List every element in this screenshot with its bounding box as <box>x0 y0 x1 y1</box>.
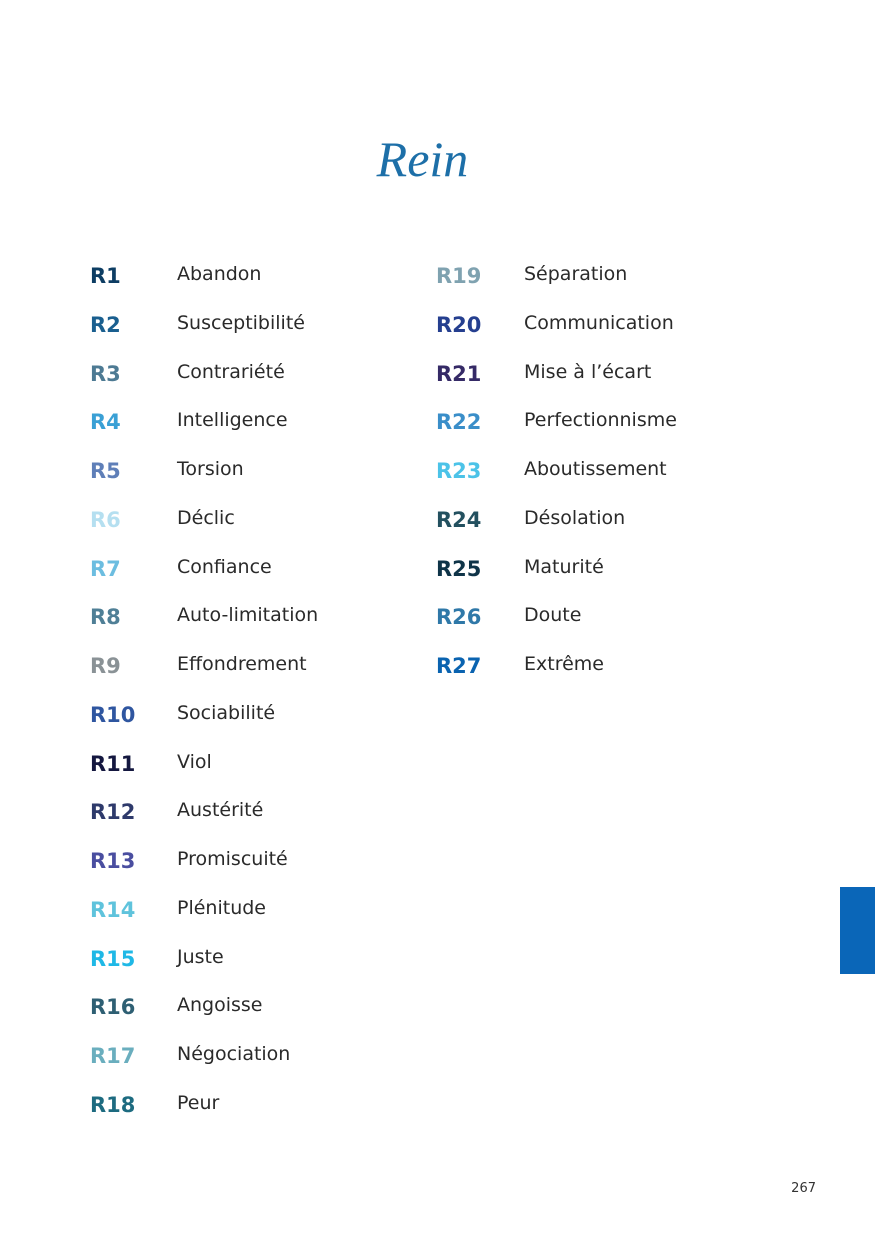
section-tab <box>840 887 875 974</box>
entry-label: Contrariété <box>177 360 285 383</box>
entry-label: Mise à l’écart <box>524 360 652 383</box>
entry-code: R1 <box>90 264 121 288</box>
entry-code: R3 <box>90 361 121 386</box>
entry-code: R2 <box>90 312 121 337</box>
entry-label: Juste <box>177 945 224 968</box>
entry-label: Confiance <box>177 555 272 578</box>
entry-label: Effondrement <box>177 653 307 675</box>
entry-code: R9 <box>90 654 121 678</box>
entry-code: R23 <box>436 459 482 483</box>
entry-label: Doute <box>524 604 582 627</box>
entry-code: R21 <box>436 361 482 386</box>
entry-label: Négociation <box>177 1043 291 1065</box>
entry-code: R13 <box>90 849 136 873</box>
entry-label: Susceptibilité <box>177 311 305 334</box>
entry-code: R17 <box>90 1044 136 1068</box>
entry-code: R26 <box>436 605 482 630</box>
entry-code: R4 <box>90 410 121 435</box>
entry-label: Maturité <box>524 555 604 578</box>
entry-code: R20 <box>436 312 482 337</box>
entry-label: Séparation <box>524 263 628 285</box>
page-number: 267 <box>791 1181 816 1196</box>
entry-label: Viol <box>177 750 212 773</box>
entry-label: Austérité <box>177 799 264 822</box>
entry-code: R18 <box>90 1092 136 1117</box>
entry-label: Intelligence <box>177 409 288 432</box>
entry-code: R25 <box>436 556 482 581</box>
entry-code: R5 <box>90 459 121 483</box>
entry-label: Déclic <box>177 506 235 529</box>
entry-label: Aboutissement <box>524 458 667 480</box>
entry-code: R14 <box>90 897 136 922</box>
entry-code: R8 <box>90 605 121 630</box>
entry-label: Sociabilité <box>177 701 276 724</box>
entry-code: R12 <box>90 800 136 825</box>
entry-label: Perfectionnisme <box>524 409 677 432</box>
page-title: Rein <box>376 131 469 187</box>
entry-label: Torsion <box>177 458 244 480</box>
entry-code: R11 <box>90 751 136 776</box>
entry-label: Plénitude <box>177 896 266 919</box>
entry-label: Peur <box>177 1091 220 1114</box>
entry-label: Communication <box>524 311 674 334</box>
entry-label: Désolation <box>524 506 626 529</box>
entry-code: R24 <box>436 507 482 532</box>
entry-code: R6 <box>90 507 121 532</box>
entry-code: R22 <box>436 410 482 435</box>
entry-code: R7 <box>90 556 121 581</box>
entry-code: R19 <box>436 264 482 288</box>
entry-code: R16 <box>90 995 136 1020</box>
entry-label: Auto-limitation <box>177 604 319 627</box>
entry-label: Extrême <box>524 653 604 675</box>
entry-code: R27 <box>436 654 482 678</box>
entry-label: Promiscuité <box>177 848 288 870</box>
entry-code: R15 <box>90 946 136 971</box>
entry-label: Abandon <box>177 263 262 285</box>
entry-code: R10 <box>90 702 136 727</box>
entry-label: Angoisse <box>177 994 263 1017</box>
